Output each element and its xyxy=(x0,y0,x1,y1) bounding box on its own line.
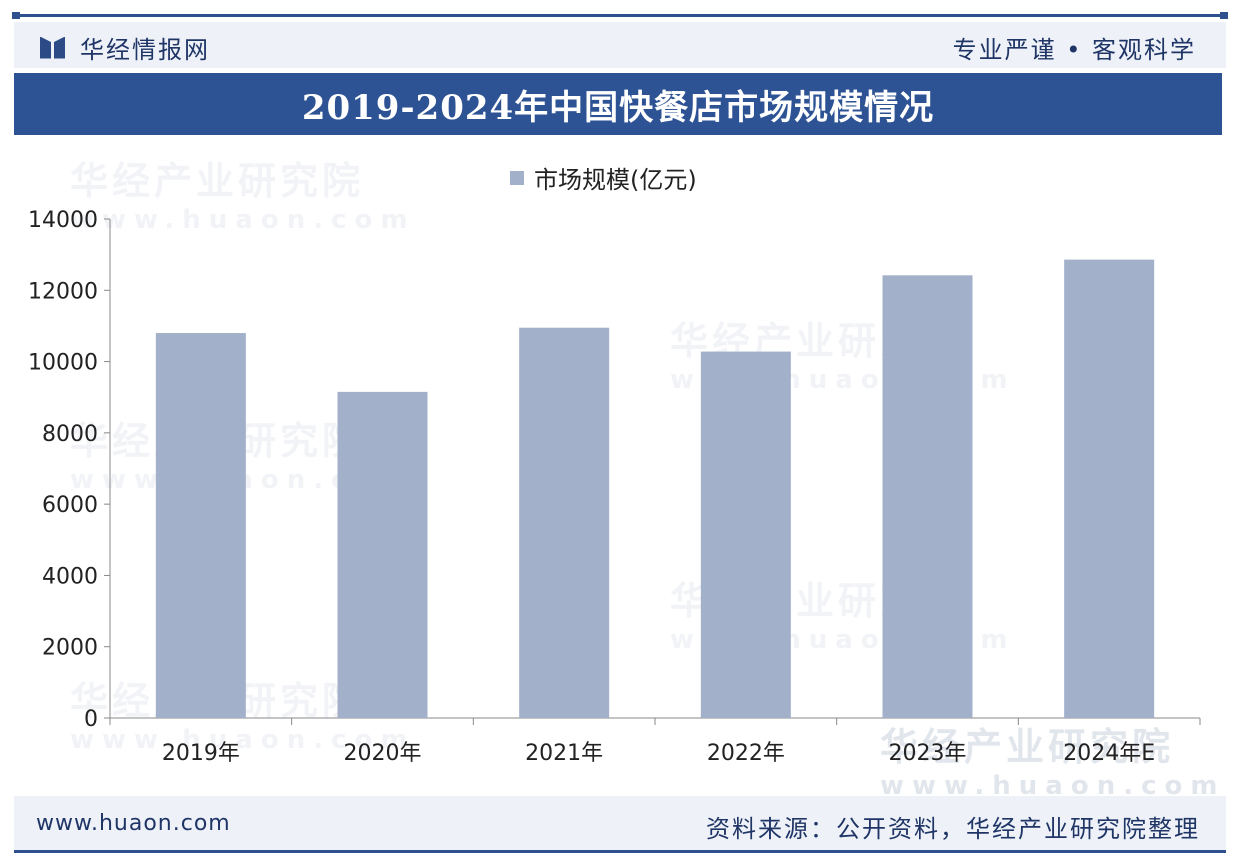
x-tick-label: 2021年 xyxy=(525,741,603,766)
footer-source: 资料来源：公开资料，华经产业研究院整理 xyxy=(706,815,1200,843)
x-tick-label: 2020年 xyxy=(344,741,422,766)
brand-name: 华经情报网 xyxy=(80,36,210,64)
bar xyxy=(1064,259,1155,718)
x-tick-label: 2023年 xyxy=(889,741,967,766)
slogan: 专业严谨 • 客观科学 xyxy=(952,36,1196,64)
bar xyxy=(882,275,973,718)
y-tick-label: 4000 xyxy=(42,564,98,589)
y-tick-label: 8000 xyxy=(42,422,98,447)
y-tick-label: 2000 xyxy=(42,636,98,661)
brand-logo-icon xyxy=(40,35,66,61)
bar xyxy=(155,333,246,718)
legend-label: 市场规模(亿元) xyxy=(534,166,697,194)
footer-bar xyxy=(14,796,1226,850)
y-tick-label: 6000 xyxy=(42,493,98,518)
x-tick-label: 2024年E xyxy=(1063,741,1155,766)
bar xyxy=(700,351,791,718)
x-tick-label: 2019年 xyxy=(162,741,240,766)
bottom-frame-line xyxy=(14,850,1226,853)
title-band: 2019-2024年中国快餐店市场规模情况 xyxy=(14,73,1222,135)
y-tick-label: 10000 xyxy=(28,351,98,376)
bar-chart: 0 2000 4000 6000 8000 10000 12000 14000 2019年 202… xyxy=(28,208,1201,766)
legend: 市场规模(亿元) xyxy=(510,160,697,195)
header-bar xyxy=(14,22,1226,68)
top-frame-line xyxy=(12,12,1228,19)
y-tick-label: 12000 xyxy=(28,279,98,304)
y-tick-label: 14000 xyxy=(28,208,98,233)
chart-title: 2019-2024年中国快餐店市场规模情况 xyxy=(301,87,935,128)
bar xyxy=(337,391,428,718)
x-tick-label: 2022年 xyxy=(707,741,785,766)
footer-site: www.huaon.com xyxy=(36,811,231,836)
y-tick-label: 0 xyxy=(84,707,98,732)
bar xyxy=(519,327,610,718)
legend-swatch xyxy=(510,170,524,185)
brand: 华经情报网 xyxy=(40,30,210,65)
